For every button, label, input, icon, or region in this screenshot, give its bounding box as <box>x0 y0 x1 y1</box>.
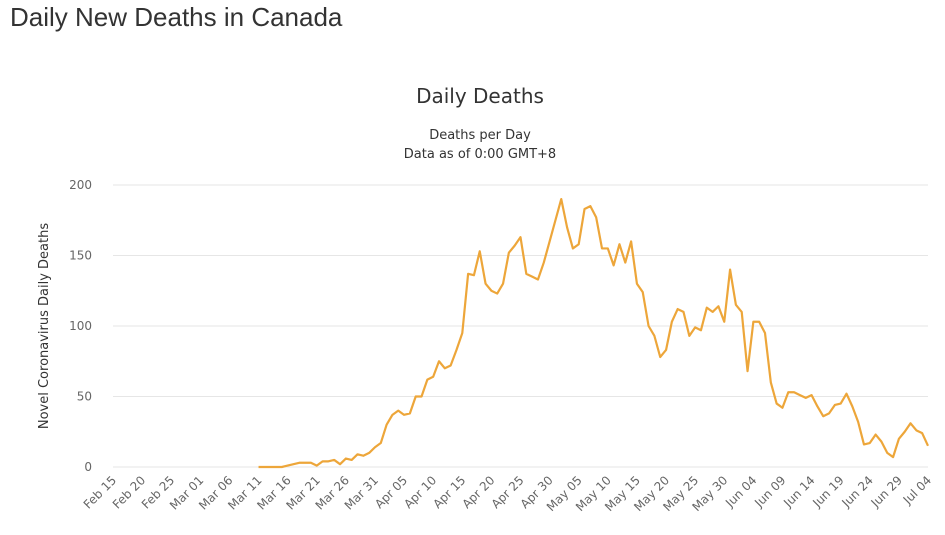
y-tick-label: 50 <box>77 390 92 404</box>
chart-note: Data as of 0:00 GMT+8 <box>404 147 556 162</box>
data-line <box>258 198 929 469</box>
x-tick-label: Jun 29 <box>868 473 905 510</box>
chart-title: Daily Deaths <box>416 84 544 108</box>
chart-subtitle: Deaths per Day <box>429 128 531 143</box>
y-tick-label: 0 <box>84 460 92 474</box>
y-tick-label: 200 <box>69 178 92 192</box>
x-tick-label: Jun 19 <box>809 473 846 510</box>
page-title: Daily New Deaths in Canada <box>10 2 343 32</box>
x-tick-label: Jun 04 <box>722 473 759 510</box>
y-axis-label: Novel Coronavirus Daily Deaths <box>37 223 52 429</box>
x-tick-label: Jun 24 <box>839 473 876 510</box>
y-tick-label: 150 <box>69 249 92 263</box>
x-tick-label: Jun 14 <box>780 473 817 510</box>
x-tick-label: Jun 09 <box>751 473 788 510</box>
y-tick-label: 100 <box>69 319 92 333</box>
x-tick-label: Jul 04 <box>900 473 934 507</box>
